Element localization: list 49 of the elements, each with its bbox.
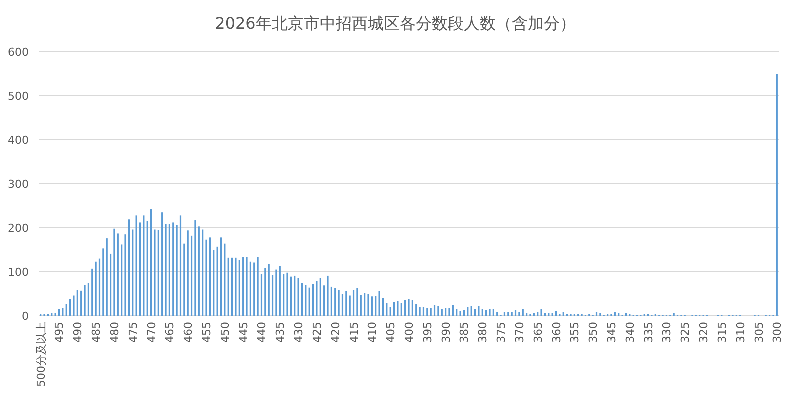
y-tick-label: 600: [8, 46, 29, 59]
chart-title: 2026年北京市中招西城区各分数段人数（含加分）: [215, 14, 576, 33]
x-tick-label: 345: [605, 322, 618, 343]
x-tick-label: 350: [587, 322, 600, 343]
x-tick-label: 370: [513, 322, 526, 343]
x-tick-label: 310: [734, 322, 748, 343]
x-tick-label: 365: [532, 322, 545, 343]
x-tick-label: 355: [568, 322, 582, 343]
y-tick-label: 200: [8, 222, 29, 235]
x-tick-label: 320: [698, 322, 711, 343]
x-tick-label: 335: [642, 322, 656, 343]
x-tick-label: 325: [679, 322, 692, 343]
x-tick-label: 400: [403, 322, 416, 343]
x-tick-label: 445: [237, 322, 250, 343]
x-tick-label: 390: [440, 322, 453, 343]
x-tick-label: 315: [716, 322, 729, 343]
x-tick-label: 415: [348, 322, 361, 343]
x-tick-label: 425: [310, 322, 324, 343]
x-tick-label: 360: [550, 322, 564, 343]
x-tick-label: 465: [164, 322, 177, 343]
x-tick-label: 440: [256, 322, 269, 343]
x-tick-label: 460: [182, 322, 196, 343]
x-tick-label: 455: [200, 322, 214, 343]
y-tick-label: 0: [22, 310, 29, 323]
x-tick-label: 420: [329, 322, 342, 343]
x-tick-label: 385: [458, 322, 472, 343]
y-tick-label: 300: [8, 178, 29, 191]
x-tick-label: 300: [771, 322, 784, 343]
x-tick-label: 485: [90, 322, 104, 343]
y-tick-label: 100: [8, 266, 29, 279]
x-tick-label: 435: [274, 322, 288, 343]
x-tick-label: 305: [752, 322, 766, 343]
x-tick-label: 405: [384, 322, 398, 343]
x-tick-label: 490: [72, 322, 85, 343]
x-tick-label: 450: [218, 322, 232, 343]
x-tick-label: 380: [476, 322, 490, 343]
x-tick-label: 470: [145, 322, 158, 343]
x-tick-label: 375: [495, 322, 508, 343]
x-tick-label: 500分及以上: [34, 322, 48, 387]
x-tick-label: 430: [292, 322, 306, 343]
y-tick-label: 500: [8, 90, 29, 103]
x-tick-label: 330: [660, 322, 674, 343]
y-tick-label: 400: [8, 134, 29, 147]
x-tick-label: 410: [366, 322, 380, 343]
x-tick-label: 395: [421, 322, 434, 343]
x-tick-label: 495: [53, 322, 66, 343]
x-tick-label: 480: [108, 322, 122, 343]
x-tick-label: 340: [624, 322, 637, 343]
x-tick-label: 475: [126, 322, 140, 343]
